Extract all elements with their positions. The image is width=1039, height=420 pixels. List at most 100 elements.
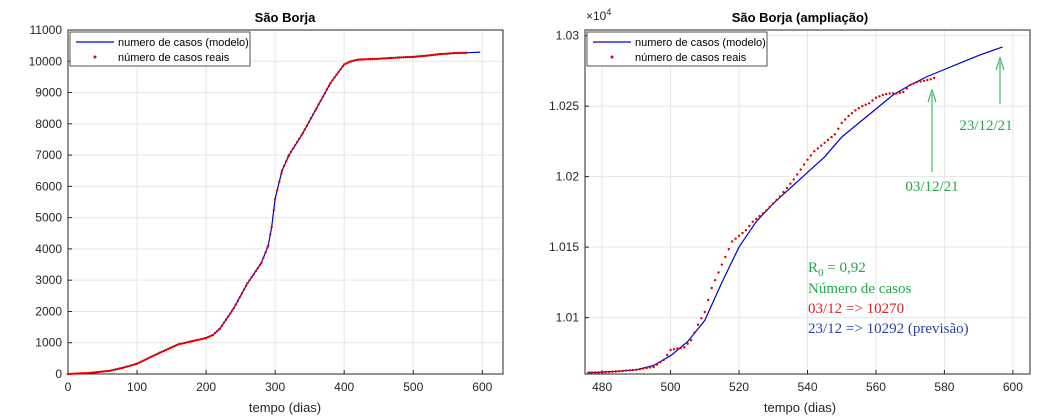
real-case-point [628, 369, 631, 372]
real-case-point [785, 186, 789, 190]
real-case-point [298, 137, 301, 140]
real-case-point [635, 368, 638, 371]
real-case-point [199, 338, 202, 341]
real-case-point [447, 52, 451, 55]
real-case-point [137, 361, 141, 364]
real-case-point [360, 58, 364, 61]
real-case-point [140, 360, 143, 363]
chart-left-real-dots [66, 51, 468, 376]
real-case-point [307, 120, 311, 124]
real-case-point [224, 318, 228, 321]
real-case-point [885, 92, 888, 96]
real-case-point [587, 371, 590, 374]
real-case-point [335, 73, 338, 76]
real-case-point [792, 178, 795, 181]
real-case-point [66, 372, 70, 376]
real-case-point [683, 346, 686, 349]
chart-right-title: São Borja (ampliação) [732, 10, 869, 25]
real-case-point [813, 150, 816, 153]
real-case-point [287, 153, 291, 157]
real-case-point [453, 51, 456, 55]
real-case-point [114, 368, 117, 371]
real-case-point [291, 147, 295, 150]
real-case-point [175, 344, 178, 347]
xtick-label: 200 [196, 380, 216, 394]
real-case-point [345, 62, 348, 65]
real-case-point [402, 56, 405, 59]
real-case-point [881, 93, 884, 97]
real-case-point [276, 189, 279, 192]
real-case-point [432, 53, 435, 57]
real-case-point [89, 371, 93, 374]
real-case-point [187, 340, 190, 344]
real-case-point [118, 367, 122, 370]
ytick-label: 1.015 [549, 240, 579, 254]
real-case-point [915, 81, 919, 84]
real-case-point [775, 198, 778, 202]
real-case-point [160, 350, 164, 353]
real-case-point [443, 52, 447, 55]
real-case-point [758, 214, 761, 218]
ytick-label: 1.01 [556, 311, 580, 325]
ytick-label: 2000 [35, 304, 62, 318]
real-case-point [278, 180, 281, 184]
real-case-point [164, 348, 168, 352]
info-line4: 23/12 => 10292 (previsão) [808, 321, 969, 337]
real-case-point [450, 52, 453, 55]
chart-right-yticks: 1.01 1.015 1.02 1.025 1.03 [549, 29, 589, 325]
info-box: R0 = 0,92 Número de casos 03/12 => 10270… [808, 260, 969, 337]
real-case-point [130, 364, 133, 367]
xtick-label: 400 [334, 380, 354, 394]
chart-right-legend-box [586, 31, 768, 67]
real-case-point [799, 168, 802, 171]
real-case-point [246, 282, 249, 285]
real-case-point [102, 370, 105, 373]
real-case-point [768, 205, 771, 209]
real-case-point [229, 312, 232, 315]
real-case-point [112, 368, 115, 372]
real-case-point [864, 103, 867, 106]
real-case-point [434, 53, 437, 56]
real-case-point [321, 95, 324, 99]
real-case-point [75, 372, 78, 375]
xtick-label: 500 [403, 380, 423, 394]
real-case-point [847, 114, 850, 118]
real-case-point [826, 138, 830, 142]
real-case-point [209, 335, 212, 338]
real-case-point [108, 369, 111, 373]
real-case-point [614, 370, 617, 373]
xtick-label: 560 [866, 380, 886, 394]
info-line2: Número de casos [808, 281, 911, 297]
real-case-point [717, 271, 720, 274]
real-case-point [269, 233, 272, 236]
real-case-point [301, 132, 304, 135]
real-case-point [809, 154, 813, 157]
chart-right: São Borja (ampliação) ×104 480 500 520 540 5… [549, 7, 1031, 415]
real-case-point [242, 288, 246, 291]
real-case-point [156, 352, 159, 355]
real-case-point [922, 79, 926, 83]
real-case-point [840, 121, 843, 125]
real-case-point [387, 56, 391, 60]
real-case-point [755, 217, 758, 221]
real-case-point [902, 90, 905, 94]
real-case-point [373, 57, 376, 61]
xtick-label: 580 [934, 380, 954, 394]
xtick-label: 480 [592, 380, 612, 394]
real-case-point [148, 356, 151, 359]
real-case-point [734, 237, 737, 240]
real-case-point [919, 80, 922, 83]
real-case-point [823, 141, 826, 144]
real-case-point [727, 248, 730, 251]
ytick-label: 1.02 [556, 170, 580, 184]
real-case-point [392, 56, 395, 60]
real-case-point [375, 57, 378, 61]
real-case-point [737, 234, 741, 237]
real-case-point [367, 58, 370, 61]
real-case-point [171, 345, 174, 349]
real-case-point [611, 370, 614, 373]
ytick-label: 1.025 [549, 99, 579, 113]
real-case-point [314, 109, 317, 112]
real-case-point [179, 342, 182, 345]
real-case-point [398, 56, 401, 59]
